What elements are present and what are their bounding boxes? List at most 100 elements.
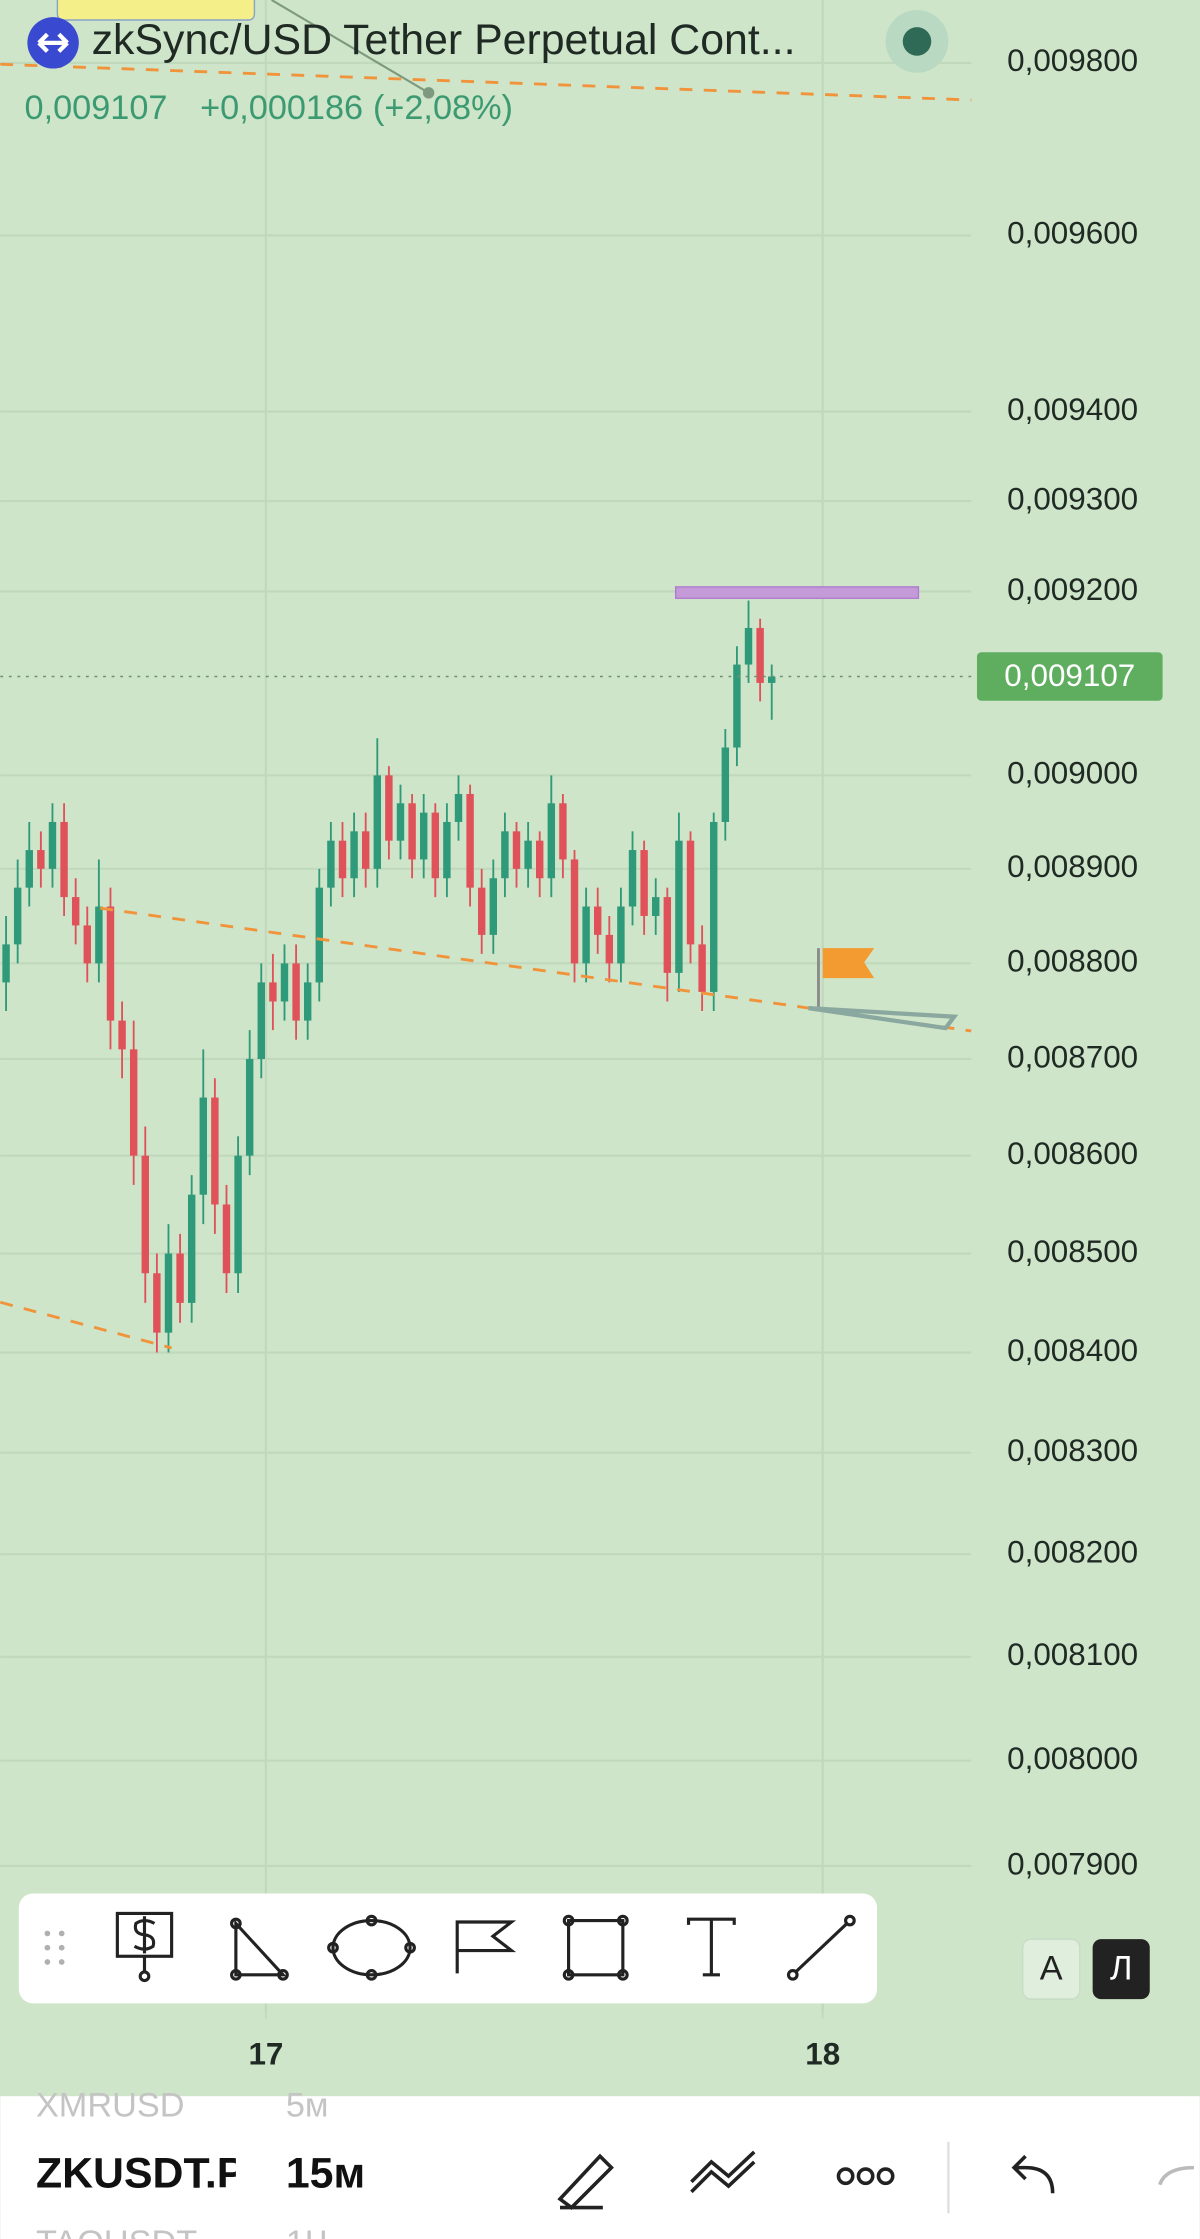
- candle-body: [582, 906, 590, 964]
- candle-body: [466, 793, 474, 888]
- candle-body: [419, 812, 428, 860]
- anchor[interactable]: [422, 87, 435, 99]
- trend-line[interactable]: [0, 62, 972, 102]
- candle-body: [547, 803, 556, 879]
- undo-button[interactable]: [1011, 2154, 1055, 2194]
- candle-body: [280, 963, 289, 1002]
- candle-body: [385, 775, 393, 841]
- y-tick-label: 0,009400: [1007, 392, 1138, 427]
- candle-body: [37, 850, 45, 869]
- symbol-title[interactable]: zkSync/USD Tether Perpetual Cont...: [92, 16, 796, 64]
- candle-body: [350, 831, 358, 879]
- candle-body: [443, 821, 451, 879]
- candle-body: [594, 906, 602, 935]
- candle-body: [698, 944, 706, 992]
- candle-body: [675, 840, 683, 973]
- line-drawing[interactable]: [271, 0, 430, 94]
- candle-body: [489, 878, 498, 935]
- candle-body: [211, 1097, 219, 1205]
- candle-body: [176, 1253, 184, 1303]
- ellipse-tool[interactable]: [327, 1914, 416, 1981]
- candle-body: [663, 897, 672, 973]
- candle-body: [245, 1058, 254, 1156]
- watchlist-row[interactable]: TAOUSDT 1Ч: [36, 2224, 328, 2239]
- candle-body: [361, 831, 370, 869]
- watch-symbol: ZKUSDT.P: [36, 2149, 245, 2197]
- candle-body: [95, 906, 103, 964]
- drawing-toolbar: [18, 1893, 878, 2004]
- icon-glyph: [37, 32, 69, 53]
- candle-body: [118, 1020, 126, 1050]
- candle-body: [686, 840, 695, 945]
- y-tick-label: 0,008800: [1007, 944, 1138, 979]
- note-label[interactable]: [56, 0, 256, 21]
- candle-body: [338, 840, 347, 879]
- flag-tool[interactable]: [455, 1920, 517, 1974]
- y-tick-label: 0,007900: [1007, 1846, 1138, 1881]
- status-dot: [902, 27, 932, 56]
- y-tick-label: 0,009600: [1007, 216, 1138, 251]
- horizontal-ray[interactable]: [674, 586, 920, 600]
- candle-body: [744, 627, 753, 665]
- candle-body: [25, 850, 33, 888]
- price-tool[interactable]: [115, 1911, 174, 1983]
- candle-body: [257, 982, 266, 1059]
- trend-line[interactable]: [0, 1300, 172, 1350]
- y-tick-label: 0,008600: [1007, 1136, 1138, 1171]
- candle-body: [477, 887, 486, 935]
- y-tick-label: 0,009800: [1007, 43, 1138, 78]
- candle-body: [199, 1097, 207, 1195]
- watch-interval: 5м: [286, 2087, 329, 2125]
- candle-body: [408, 803, 416, 860]
- log-scale-label[interactable]: Л: [1110, 1950, 1132, 1988]
- y-tick-label: 0,008000: [1007, 1741, 1138, 1776]
- drag-handle[interactable]: [44, 1930, 65, 1965]
- y-tick-label: 0,008900: [1007, 849, 1138, 884]
- last-price-tag: [976, 652, 1163, 701]
- log-scale-button[interactable]: [1092, 1939, 1150, 2000]
- candle-body: [710, 821, 718, 992]
- bottom-panel: [0, 2096, 1200, 2239]
- y-tick-label: 0,008400: [1007, 1333, 1138, 1368]
- auto-scale-button[interactable]: [1021, 1938, 1081, 2000]
- candle-body: [153, 1273, 161, 1333]
- watchlist-row[interactable]: XMRUSD 5м: [36, 2087, 329, 2125]
- redo-button[interactable]: [1158, 2165, 1195, 2186]
- last-price-label: 0,009107: [1004, 658, 1135, 693]
- watch-symbol: XMRUSD: [36, 2087, 184, 2125]
- watch-interval: 1Ч: [286, 2224, 328, 2239]
- candle-body: [535, 840, 544, 879]
- candle-body: [164, 1253, 173, 1333]
- text-tool[interactable]: [686, 1917, 736, 1977]
- triangle-tool[interactable]: [230, 1917, 289, 1981]
- candle-body: [13, 887, 22, 945]
- watch-symbol: TAOUSDT: [36, 2224, 197, 2239]
- candle-body: [501, 831, 509, 879]
- auto-scale-label[interactable]: A: [1040, 1950, 1063, 1988]
- y-tick-label: 0,009200: [1007, 572, 1138, 607]
- candle-body: [559, 803, 567, 860]
- candle-body: [768, 676, 776, 683]
- y-tick-label: 0,008100: [1007, 1637, 1138, 1672]
- draw-button[interactable]: [557, 2153, 614, 2210]
- candle-body: [640, 850, 648, 916]
- y-tick-label: 0,008700: [1007, 1039, 1138, 1074]
- watchlist-row[interactable]: ZKUSDT.P 15м: [36, 2149, 365, 2197]
- indicators-button[interactable]: [690, 2150, 756, 2194]
- candle-body: [83, 925, 91, 964]
- line-tool[interactable]: [786, 1914, 856, 1981]
- flag[interactable]: [822, 948, 875, 979]
- y-tick-label: 0,008200: [1007, 1534, 1138, 1569]
- candle-body: [756, 627, 764, 683]
- rectangle-tool[interactable]: [562, 1914, 629, 1981]
- more-button[interactable]: [836, 2167, 895, 2186]
- candle-body: [733, 664, 741, 748]
- triangle-drawing[interactable]: [808, 1005, 959, 1031]
- candle-body: [141, 1155, 149, 1274]
- header-change: +0,000186: [200, 89, 363, 127]
- candle-body: [396, 803, 405, 841]
- y-tick-label: 0,008500: [1007, 1234, 1138, 1269]
- candle-body: [71, 897, 80, 926]
- candle-body: [628, 850, 637, 907]
